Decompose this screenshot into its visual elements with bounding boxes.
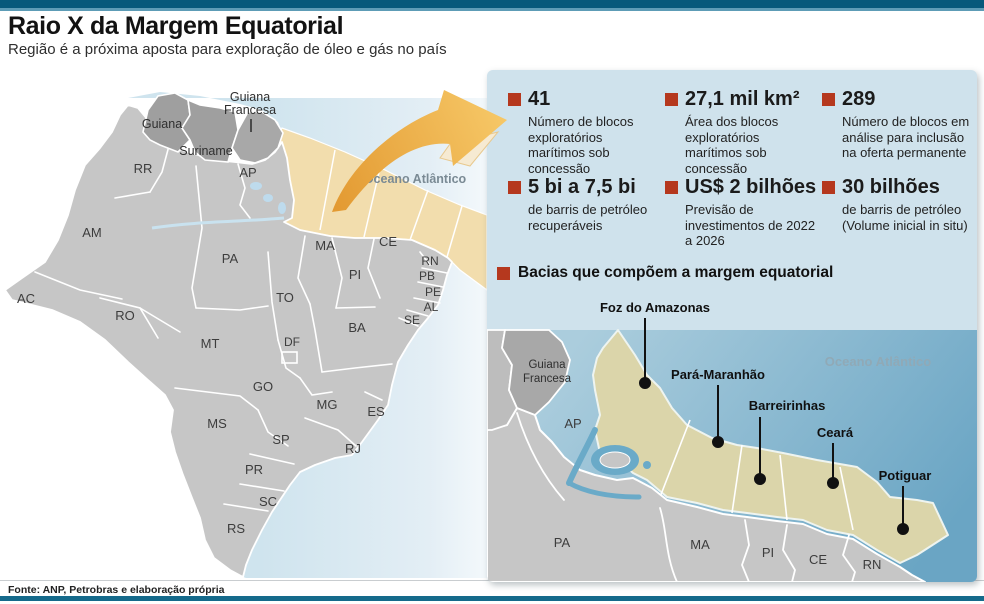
source-credit: Fonte: ANP, Petrobras e elaboração própr… [8, 584, 225, 596]
state-label-to: TO [276, 290, 294, 305]
margin-strip-dividers [319, 149, 463, 258]
country-label-suriname: Suriname [179, 144, 233, 158]
country-label-guiana: Guiana [142, 117, 182, 131]
guiana-francesa-shape [231, 111, 284, 164]
state-label-rr: RR [134, 161, 153, 176]
red-square-bullet [822, 93, 835, 106]
state-label-mt: MT [201, 336, 220, 351]
arrow-body [332, 90, 507, 212]
state-label-rn: RN [421, 254, 438, 268]
country-label-guiana-francesa-2: Francesa [224, 103, 276, 117]
ocean-label-inset: Oceano Atlântico [825, 354, 931, 369]
state-label-mg: MG [317, 397, 338, 412]
inset-map: Foz do Amazonas Pará-Maranhão Barreirinh… [487, 295, 977, 582]
basin-label-barreirinhas: Barreirinhas [749, 398, 826, 413]
red-square-bullet [822, 181, 835, 194]
state-label-pa: PA [222, 251, 239, 266]
state-label-am: AM [82, 225, 102, 240]
stat-value: US$ 2 bilhões [685, 176, 817, 198]
stat-label: de barris de petróleo (Volume inicial in… [842, 202, 968, 233]
basin-label-para-maranhao: Pará-Maranhão [671, 367, 765, 382]
ocean-label-main: Oceano Atlântico [364, 172, 467, 186]
red-square-bullet [497, 266, 510, 280]
stat-value: 27,1 mil km² [685, 88, 800, 110]
basin-label-foz-do-amazonas: Foz do Amazonas [600, 300, 710, 315]
state-label-ce: CE [379, 234, 397, 249]
inset-state-label-ma: MA [690, 537, 710, 552]
state-label-sp: SP [272, 432, 289, 447]
brazil-landmass [4, 104, 453, 578]
country-label-guiana-francesa-1: Guiana [230, 90, 270, 104]
state-borders [34, 114, 448, 512]
stat-label: Número de blocos exploratórios marítimos… [528, 114, 634, 176]
state-label-go: GO [253, 379, 273, 394]
stat-label: Área dos blocos exploratórios marítimos … [685, 114, 779, 176]
state-label-rs: RS [227, 521, 245, 536]
state-label-rj: RJ [345, 441, 361, 456]
state-label-pe: PE [425, 285, 441, 299]
basin-label-potiguar: Potiguar [879, 468, 932, 483]
inset-guiana-francesa-shape [501, 329, 571, 417]
inset-state-label-ce: CE [809, 552, 827, 567]
state-label-se: SE [404, 313, 420, 327]
state-label-al: AL [424, 300, 439, 314]
state-label-ms: MS [207, 416, 227, 431]
inset-state-label-rn: RN [863, 557, 882, 572]
stat-blocks-analysis: 289 Número de blocos em análise para inc… [822, 88, 974, 161]
state-label-pb: PB [419, 269, 435, 283]
inset-state-label-ap: AP [564, 416, 581, 431]
stats-panel: 41 Número de blocos exploratórios maríti… [487, 70, 977, 582]
highlight-arrow [332, 90, 507, 212]
basin-dividers [659, 419, 854, 531]
state-label-sc: SC [259, 494, 277, 509]
stat-value: 5 bi a 7,5 bi [528, 176, 636, 198]
inset-state-label-pa: PA [554, 535, 571, 550]
red-square-bullet [665, 93, 678, 106]
stat-value: 30 bilhões [842, 176, 940, 198]
stat-area: 27,1 mil km² Área dos blocos exploratóri… [665, 88, 817, 176]
basins-section-header: Bacias que compõem a margem equatorial [497, 264, 833, 282]
stat-label: Previsão de investimentos de 2022 a 2026 [685, 202, 816, 249]
basin-markers [639, 318, 909, 535]
state-label-pr: PR [245, 462, 263, 477]
stat-label: Número de blocos em análise para inclusã… [842, 114, 970, 161]
stat-value: 41 [528, 88, 551, 110]
inset-country-label-2: Francesa [523, 373, 572, 385]
stat-label: de barris de petróleo recuperáveis [528, 202, 648, 233]
red-square-bullet [508, 181, 521, 194]
red-square-bullet [665, 181, 678, 194]
state-label-pi: PI [349, 267, 361, 282]
basin-label-ceara: Ceará [817, 425, 854, 440]
inset-country-label-1: Guiana [528, 359, 566, 371]
state-label-es: ES [367, 404, 385, 419]
red-square-bullet [508, 93, 521, 106]
section-title: Bacias que compõem a margem equatorial [518, 264, 834, 281]
bottom-brand-bar [0, 596, 984, 601]
inset-brazil-land [487, 407, 926, 582]
page-subtitle: Região é a próxima aposta para exploraçã… [8, 41, 447, 58]
state-label-ap: AP [239, 165, 256, 180]
state-label-df: DF [284, 335, 300, 349]
top-brand-bar [0, 0, 984, 11]
state-label-ac: AC [17, 291, 35, 306]
inset-amazon-river [566, 427, 651, 500]
stat-investment: US$ 2 bilhões Previsão de investimentos … [665, 176, 817, 249]
page-title: Raio X da Margem Equatorial [8, 12, 344, 40]
stat-value: 289 [842, 88, 876, 110]
suriname-shape [181, 98, 239, 163]
state-label-ba: BA [348, 320, 366, 335]
brazil-map: Guiana Suriname Guiana Francesa Oceano A… [4, 90, 500, 578]
state-label-ro: RO [115, 308, 135, 323]
amazon-river [151, 182, 286, 230]
state-label-ma: MA [315, 238, 335, 253]
stat-blocks-concession: 41 Número de blocos exploratórios maríti… [508, 88, 660, 176]
stat-in-situ-volume: 30 bilhões de barris de petróleo (Volume… [822, 176, 974, 233]
stat-recoverable-barrels: 5 bi a 7,5 bi de barris de petróleo recu… [508, 176, 660, 233]
inset-state-label-pi: PI [762, 545, 774, 560]
inset-state-borders [516, 412, 856, 582]
